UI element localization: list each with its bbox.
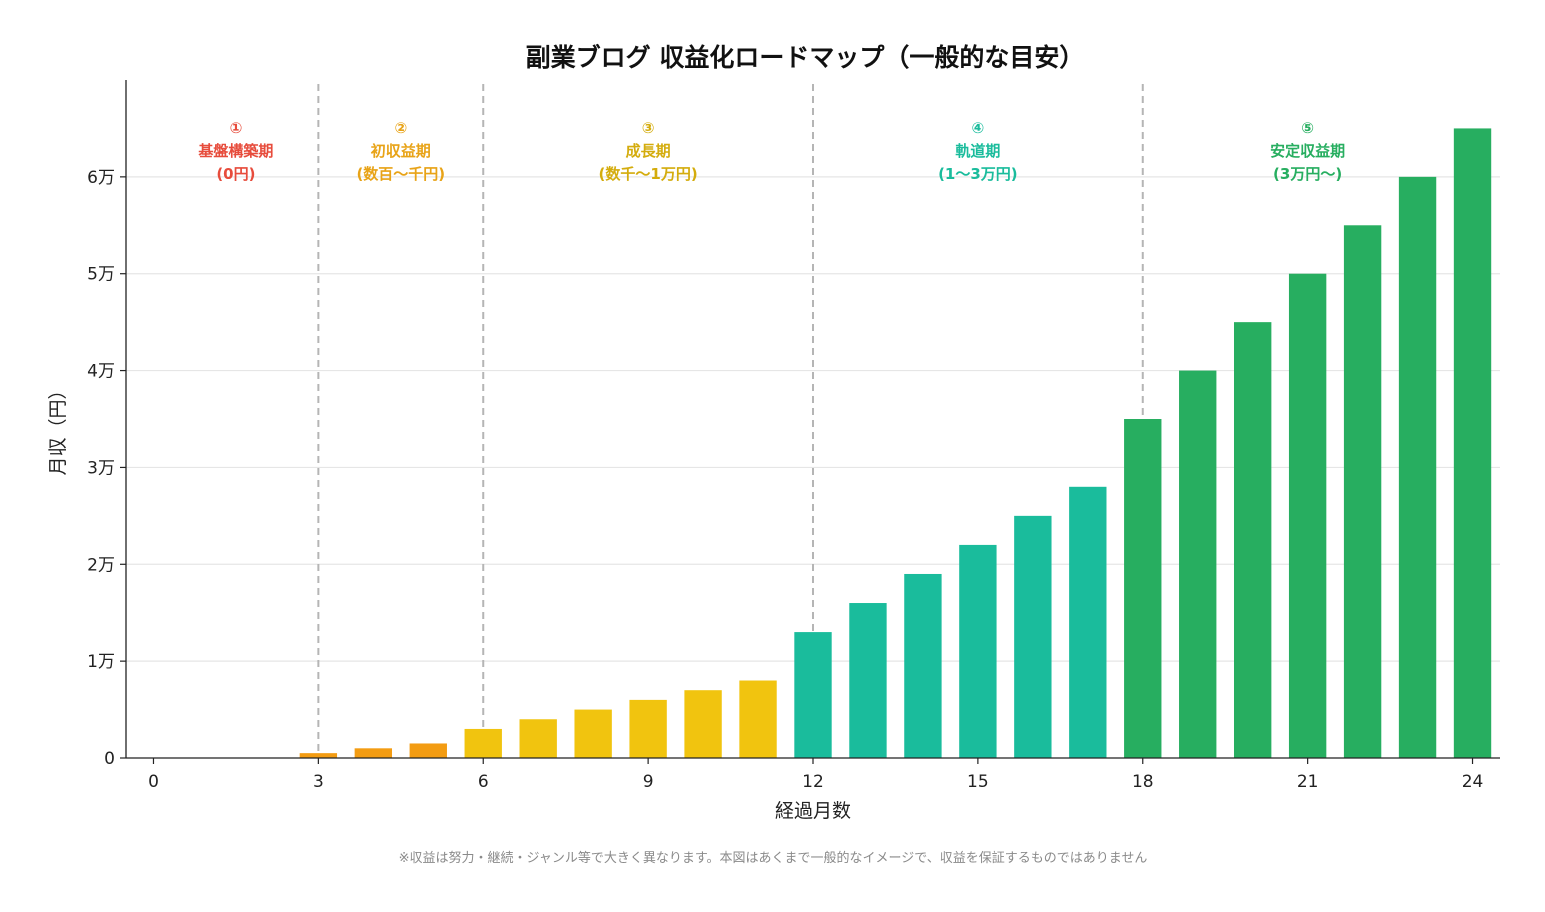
bar	[1069, 486, 1107, 758]
bar	[354, 748, 393, 758]
phase-name: 軌道期	[955, 142, 1000, 160]
bar	[739, 680, 777, 758]
y-tick-label: 4万	[87, 362, 115, 382]
bar	[409, 743, 447, 758]
phase-number: ③	[642, 119, 655, 137]
phase-number: ②	[394, 119, 407, 137]
bar	[1233, 322, 1272, 758]
bar	[629, 699, 667, 758]
phase-label: ④ 軌道期 (1〜3万円)	[938, 119, 1018, 183]
y-tick-label: 1万	[87, 652, 115, 672]
y-tick-label: 2万	[87, 555, 115, 575]
x-tick-label: 0	[148, 772, 159, 792]
x-axis-label: 経過月数	[775, 800, 851, 822]
bar	[1288, 273, 1327, 758]
bar	[849, 603, 887, 758]
phase-range: (数百〜千円)	[356, 165, 445, 183]
phase-number: ④	[972, 119, 985, 137]
bar	[574, 709, 612, 758]
x-tick-label: 3	[313, 772, 324, 792]
x-tick-label: 24	[1462, 772, 1484, 792]
x-tick-label: 15	[967, 772, 989, 792]
bar	[1124, 419, 1162, 758]
y-tick-label: 5万	[87, 265, 115, 285]
phase-label: ① 基盤構築期 (0円)	[197, 119, 273, 183]
phase-range: (3万円〜)	[1273, 165, 1342, 183]
phase-name: 基盤構築期	[197, 142, 273, 160]
phase-label: ③ 成長期 (数千〜1万円)	[599, 119, 698, 183]
x-ticks: 0 3 6 9 12 15 18 21 24	[148, 758, 1483, 792]
chart-title: 副業ブログ 収益化ロードマップ（一般的な目安）	[526, 43, 1085, 72]
phase-range: (1〜3万円)	[938, 165, 1018, 183]
phase-label: ② 初収益期 (数百〜千円)	[356, 119, 445, 183]
bar	[519, 719, 557, 758]
phase-name: 初収益期	[371, 142, 431, 160]
x-tick-label: 6	[478, 772, 489, 792]
y-tick-label: 0	[104, 749, 115, 769]
x-tick-label: 18	[1132, 772, 1154, 792]
phase-name: 成長期	[626, 142, 671, 160]
x-tick-label: 12	[802, 772, 824, 792]
phase-range: (数千〜1万円)	[599, 165, 698, 183]
bar	[299, 753, 338, 758]
phase-range: (0円)	[216, 165, 255, 183]
bar	[1398, 176, 1437, 758]
phase-number: ⑤	[1301, 119, 1314, 137]
bar	[1343, 225, 1382, 759]
y-tick-label: 6万	[87, 168, 115, 188]
phase-name: 安定収益期	[1270, 142, 1345, 160]
bar	[1453, 128, 1492, 758]
y-tick-label: 3万	[87, 458, 115, 478]
bar	[1014, 515, 1052, 758]
phase-number: ①	[230, 119, 243, 137]
phase-label: ⑤ 安定収益期 (3万円〜)	[1270, 119, 1345, 183]
bar	[1179, 370, 1217, 758]
y-axis-label: 月収（円）	[47, 380, 69, 475]
bars	[299, 128, 1492, 759]
x-tick-label: 21	[1297, 772, 1319, 792]
bar	[684, 690, 722, 758]
bar	[959, 544, 997, 758]
phase-labels: ① 基盤構築期 (0円) ② 初収益期 (数百〜千円) ③ 成長期 (数千〜1万円) ④ 軌道期 (1…	[197, 119, 1345, 183]
x-tick-label: 9	[643, 772, 654, 792]
y-ticks: 0 1万 2万 3万 4万 5万 6万	[87, 168, 126, 769]
bar	[464, 728, 502, 758]
bar	[904, 573, 942, 758]
bar	[794, 632, 832, 758]
disclaimer-note: ※収益は努力・継続・ジャンル等で大きく異なります。本図はあくまで一般的なイメージ…	[399, 850, 1148, 866]
